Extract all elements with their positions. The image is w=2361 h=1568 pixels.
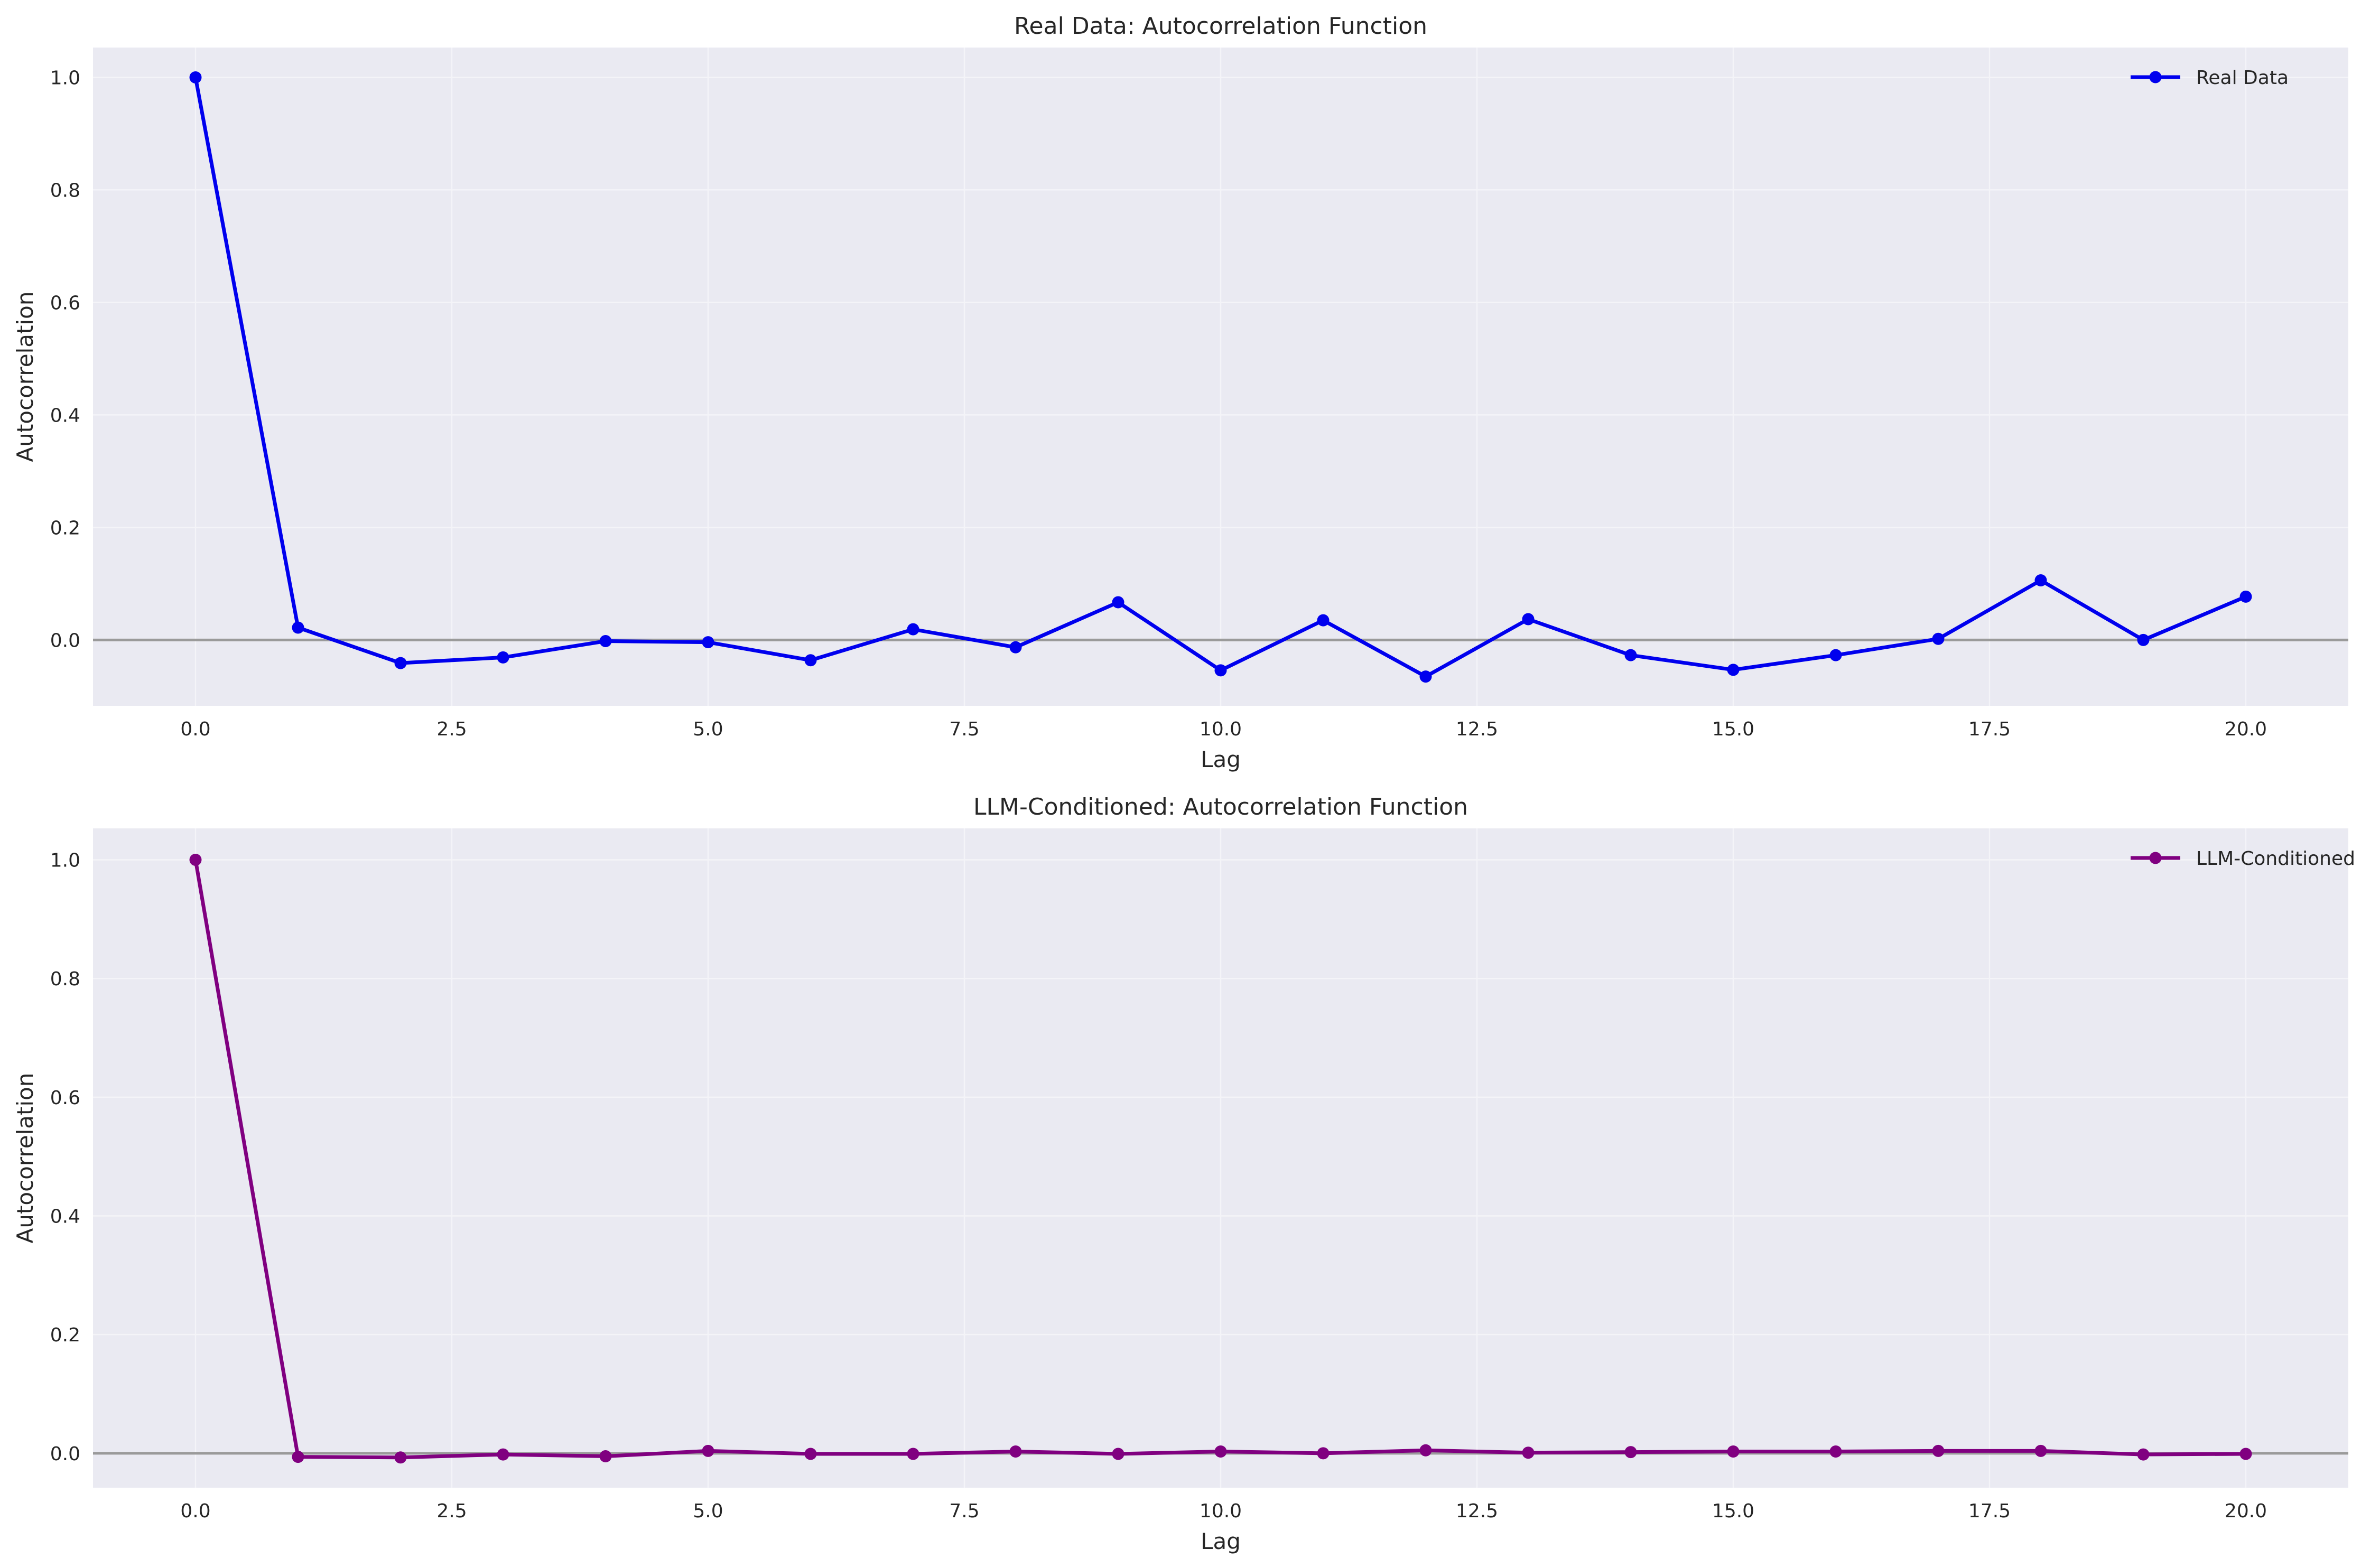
llm-conditioned-point bbox=[1009, 1445, 1022, 1458]
y-tick-label: 0.0 bbox=[50, 1443, 80, 1465]
real-data-point bbox=[1932, 632, 1945, 645]
x-tick-label: 0.0 bbox=[180, 718, 210, 740]
real-data-point bbox=[907, 623, 919, 636]
llm-conditioned-point bbox=[1932, 1444, 1945, 1457]
x-tick-label: 15.0 bbox=[1712, 1500, 1754, 1522]
y-tick-label: 0.8 bbox=[50, 180, 80, 201]
llm-conditioned-point bbox=[907, 1448, 919, 1460]
x-tick-label: 10.0 bbox=[1200, 1500, 1242, 1522]
llm-conditioned-point bbox=[2239, 1448, 2252, 1460]
llm-conditioned-point bbox=[292, 1451, 304, 1463]
chart-title: LLM-Conditioned: Autocorrelation Functio… bbox=[973, 794, 1468, 820]
legend-marker-llm-conditioned bbox=[2149, 852, 2162, 864]
y-tick-label: 1.0 bbox=[50, 67, 80, 89]
x-tick-label: 17.5 bbox=[1968, 718, 2011, 740]
real-data-point bbox=[804, 654, 817, 667]
x-axis-label: Lag bbox=[1201, 746, 1241, 772]
x-tick-label: 5.0 bbox=[693, 718, 723, 740]
real-data-acf-panel: 0.0 2.5 5.0 7.5 10.0 12.5 15.0 17.5 20.0 0.0 0.2 0.… bbox=[12, 13, 2348, 772]
x-tick-label: 12.5 bbox=[1456, 1500, 1498, 1522]
llm-conditioned-point bbox=[189, 854, 202, 866]
llm-conditioned-point bbox=[394, 1451, 407, 1464]
real-data-point bbox=[189, 71, 202, 83]
y-tick-label: 1.0 bbox=[50, 850, 80, 872]
llm-conditioned-point bbox=[702, 1444, 714, 1457]
x-tick-label: 0.0 bbox=[180, 1500, 210, 1522]
y-tick-label: 0.8 bbox=[50, 968, 80, 990]
x-tick-label: 10.0 bbox=[1200, 718, 1242, 740]
y-tick-label: 0.4 bbox=[50, 405, 80, 426]
llm-conditioned-point bbox=[1522, 1446, 1535, 1459]
x-tick-label: 2.5 bbox=[436, 1500, 467, 1522]
real-data-point bbox=[1112, 596, 1124, 609]
llm-conditioned-point bbox=[1624, 1446, 1637, 1459]
y-axis-label: Autocorrelation bbox=[12, 1073, 38, 1244]
llm-conditioned-point bbox=[599, 1450, 612, 1462]
llm-conditioned-acf-panel: 0.0 2.5 5.0 7.5 10.0 12.5 15.0 17.5 20.0 0.0 0.2 0.… bbox=[12, 794, 2355, 1554]
llm-conditioned-point bbox=[2137, 1448, 2150, 1461]
x-tick-label: 15.0 bbox=[1712, 718, 1754, 740]
y-tick-label: 0.2 bbox=[50, 517, 80, 539]
real-data-point bbox=[1522, 613, 1535, 626]
real-data-point bbox=[1829, 649, 1842, 661]
y-tick-label: 0.2 bbox=[50, 1324, 80, 1346]
real-data-point bbox=[1727, 664, 1740, 676]
y-tick-label: 0.6 bbox=[50, 1087, 80, 1109]
legend-label-llm-conditioned: LLM-Conditioned bbox=[2196, 848, 2355, 870]
y-tick-label: 0.6 bbox=[50, 292, 80, 314]
x-tick-label: 17.5 bbox=[1968, 1500, 2011, 1522]
llm-conditioned-point bbox=[1317, 1447, 1330, 1460]
real-data-point bbox=[1317, 614, 1330, 627]
x-tick-label: 5.0 bbox=[693, 1500, 723, 1522]
x-tick-label: 7.5 bbox=[949, 1500, 979, 1522]
real-data-point bbox=[599, 635, 612, 648]
real-data-point bbox=[2239, 590, 2252, 603]
real-data-point bbox=[2034, 574, 2047, 587]
x-tick-label: 20.0 bbox=[2225, 718, 2267, 740]
chart-title: Real Data: Autocorrelation Function bbox=[1014, 13, 1427, 40]
real-data-point bbox=[1009, 641, 1022, 654]
x-tick-label: 2.5 bbox=[436, 718, 467, 740]
x-tick-label: 20.0 bbox=[2225, 1500, 2267, 1522]
real-data-point bbox=[497, 651, 509, 664]
x-axis-label: Lag bbox=[1201, 1528, 1241, 1554]
real-data-point bbox=[702, 636, 714, 649]
real-data-point bbox=[1214, 664, 1227, 677]
llm-conditioned-point bbox=[1727, 1445, 1740, 1458]
legend-label-real-data: Real Data bbox=[2196, 67, 2289, 89]
y-tick-label: 0.4 bbox=[50, 1206, 80, 1228]
legend-marker-real-data bbox=[2149, 71, 2162, 83]
llm-conditioned-point bbox=[1214, 1445, 1227, 1458]
real-data-point bbox=[292, 621, 304, 634]
y-axis-label: Autocorrelation bbox=[12, 292, 38, 462]
x-tick-label: 12.5 bbox=[1456, 718, 1498, 740]
x-tick-label: 7.5 bbox=[949, 718, 979, 740]
real-data-point bbox=[394, 657, 407, 669]
llm-conditioned-point bbox=[497, 1448, 509, 1461]
llm-conditioned-point bbox=[1112, 1448, 1124, 1460]
llm-conditioned-point bbox=[1829, 1445, 1842, 1458]
llm-conditioned-point bbox=[1419, 1444, 1432, 1457]
real-data-point bbox=[1624, 649, 1637, 661]
y-tick-label: 0.0 bbox=[50, 630, 80, 651]
llm-conditioned-point bbox=[2034, 1444, 2047, 1457]
real-data-point bbox=[2137, 633, 2150, 646]
llm-conditioned-point bbox=[804, 1448, 817, 1460]
real-data-point bbox=[1419, 670, 1432, 683]
